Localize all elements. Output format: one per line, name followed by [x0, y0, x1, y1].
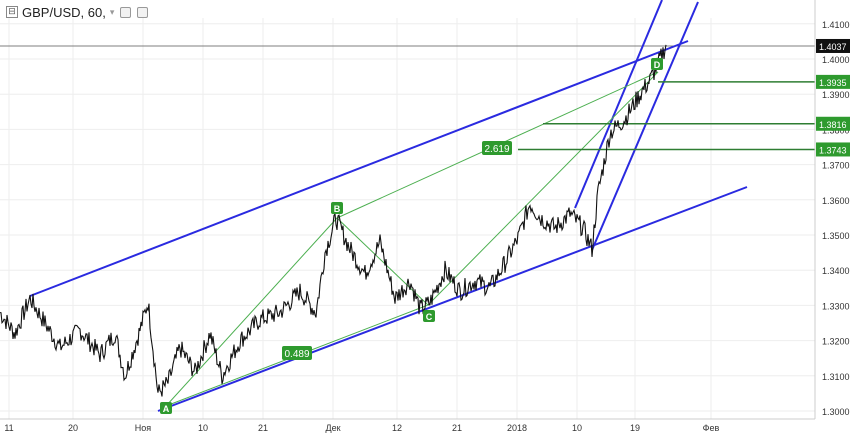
y-tick-label: 1.3300 [822, 301, 850, 311]
y-tick-label: 1.4000 [822, 55, 850, 65]
pattern-markers: A B C D 0.489 2.619 [160, 58, 663, 414]
x-tick-label: 10 [198, 423, 208, 433]
y-tick-label: 1.3100 [822, 372, 850, 382]
current-price-label: 1.4037 [819, 42, 847, 52]
symbol-label[interactable]: GBP/USD, 60, [22, 4, 106, 20]
grid [0, 18, 815, 419]
x-tick-label: 10 [572, 423, 582, 433]
pattern-point-label: B [334, 204, 341, 214]
pattern-legs [165, 71, 659, 407]
y-tick-label: 1.3400 [822, 266, 850, 276]
chevron-down-icon[interactable]: ▾ [109, 6, 115, 17]
chart-header: ⊟ GBP/USD, 60, ▾ [6, 3, 149, 21]
time-axis[interactable]: 11 20 Ноя 10 21 Дек 12 21 2018 10 19 Фев [0, 418, 815, 433]
price-level-label: 1.3816 [819, 120, 847, 130]
collapse-icon[interactable]: ⊟ [6, 6, 18, 18]
ratio-badge [482, 141, 512, 155]
settings-icon[interactable] [120, 6, 132, 18]
price-level-tag [816, 116, 850, 131]
price-level-label: 1.3743 [819, 145, 847, 155]
drawing-objects [0, 0, 815, 412]
channel-upper [29, 40, 689, 297]
pattern-point-d [651, 58, 663, 70]
x-tick-label: 20 [68, 423, 78, 433]
ratio-badge [282, 346, 312, 360]
x-tick-label: Ноя [135, 423, 152, 433]
steep-channel-left [574, 0, 663, 209]
price-axis[interactable]: 1.41001.40001.39001.38001.37001.36001.35… [814, 0, 850, 419]
y-tick-label: 1.3000 [822, 407, 850, 417]
ratio-label: 0.489 [284, 349, 309, 360]
ratio-label: 2.619 [484, 144, 509, 155]
x-tick-label: 21 [452, 423, 462, 433]
y-tick-label: 1.3700 [822, 161, 850, 171]
steep-channel-right [591, 1, 699, 251]
x-tick-label: 11 [4, 423, 13, 433]
x-tick-label: 21 [258, 423, 268, 433]
y-tick-label: 1.3900 [822, 90, 850, 100]
price-series [0, 44, 667, 397]
price-line [0, 44, 667, 397]
pattern-point-c [423, 310, 435, 322]
price-level-label: 1.3935 [819, 78, 847, 88]
price-level-tag [816, 142, 850, 157]
pattern-point-label: D [654, 60, 661, 70]
price-level-tag [816, 74, 850, 89]
x-tick-label: Дек [325, 423, 340, 433]
pattern-point-a [160, 402, 172, 414]
x-tick-label: Фев [703, 423, 720, 433]
y-tick-label: 1.3600 [822, 196, 850, 206]
current-price-tag [816, 38, 850, 53]
x-tick-label: 2018 [507, 423, 527, 433]
y-tick-label: 1.3500 [822, 231, 850, 241]
x-tick-label: 19 [630, 423, 640, 433]
x-tick-label: 12 [392, 423, 402, 433]
pattern-point-b [331, 202, 343, 214]
close-icon[interactable] [137, 6, 149, 18]
channel-lower [157, 186, 748, 412]
pattern-point-label: A [163, 404, 170, 414]
y-tick-label: 1.3200 [822, 337, 850, 347]
y-tick-label: 1.4100 [822, 20, 850, 30]
pattern-point-label: C [426, 312, 433, 322]
